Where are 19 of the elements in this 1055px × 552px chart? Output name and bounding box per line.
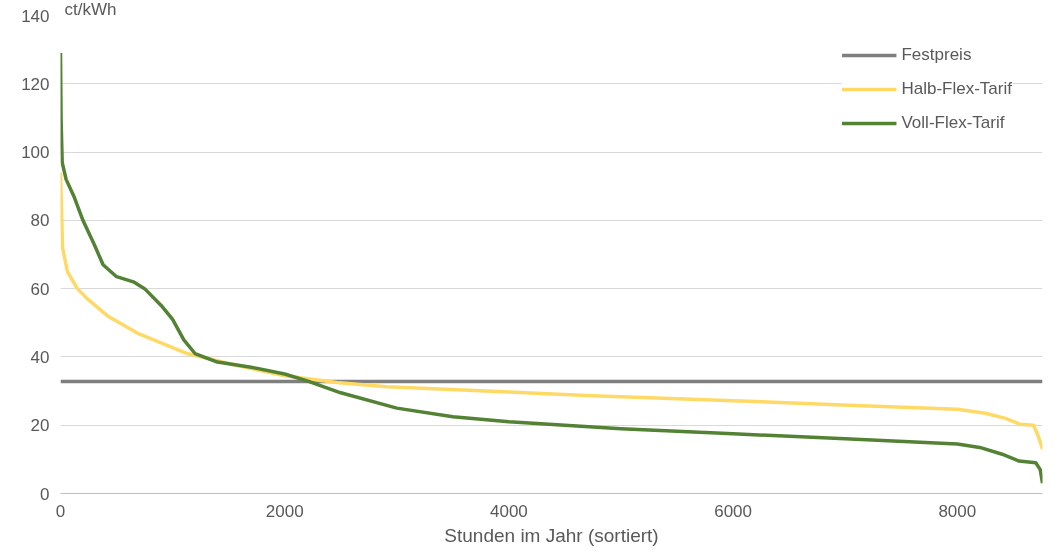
y-axis-title: ct/kWh <box>64 0 117 19</box>
x-tick-label: 6000 <box>714 501 753 521</box>
y-tick-label: 140 <box>21 6 50 26</box>
y-tick-label: 100 <box>21 143 50 163</box>
y-tick-label: 20 <box>30 416 50 436</box>
x-tick-label: 4000 <box>489 501 528 521</box>
legend-label: Voll-Flex-Tarif <box>901 113 1005 133</box>
y-tick-label: 0 <box>40 484 50 504</box>
x-tick-label: 2000 <box>265 501 304 521</box>
legend-label: Halb-Flex-Tarif <box>901 79 1012 99</box>
line-series <box>60 170 1043 451</box>
y-tick-label: 120 <box>21 74 50 94</box>
y-tick-label: 40 <box>30 347 50 367</box>
x-tick-label: 8000 <box>938 501 977 521</box>
y-tick-label: 80 <box>30 211 50 231</box>
y-tick-label: 60 <box>30 279 50 299</box>
x-tick-label: 0 <box>55 501 66 521</box>
x-axis-title: Stunden im Jahr (sortiert) <box>444 524 659 546</box>
legend-label: Festpreis <box>901 45 972 65</box>
